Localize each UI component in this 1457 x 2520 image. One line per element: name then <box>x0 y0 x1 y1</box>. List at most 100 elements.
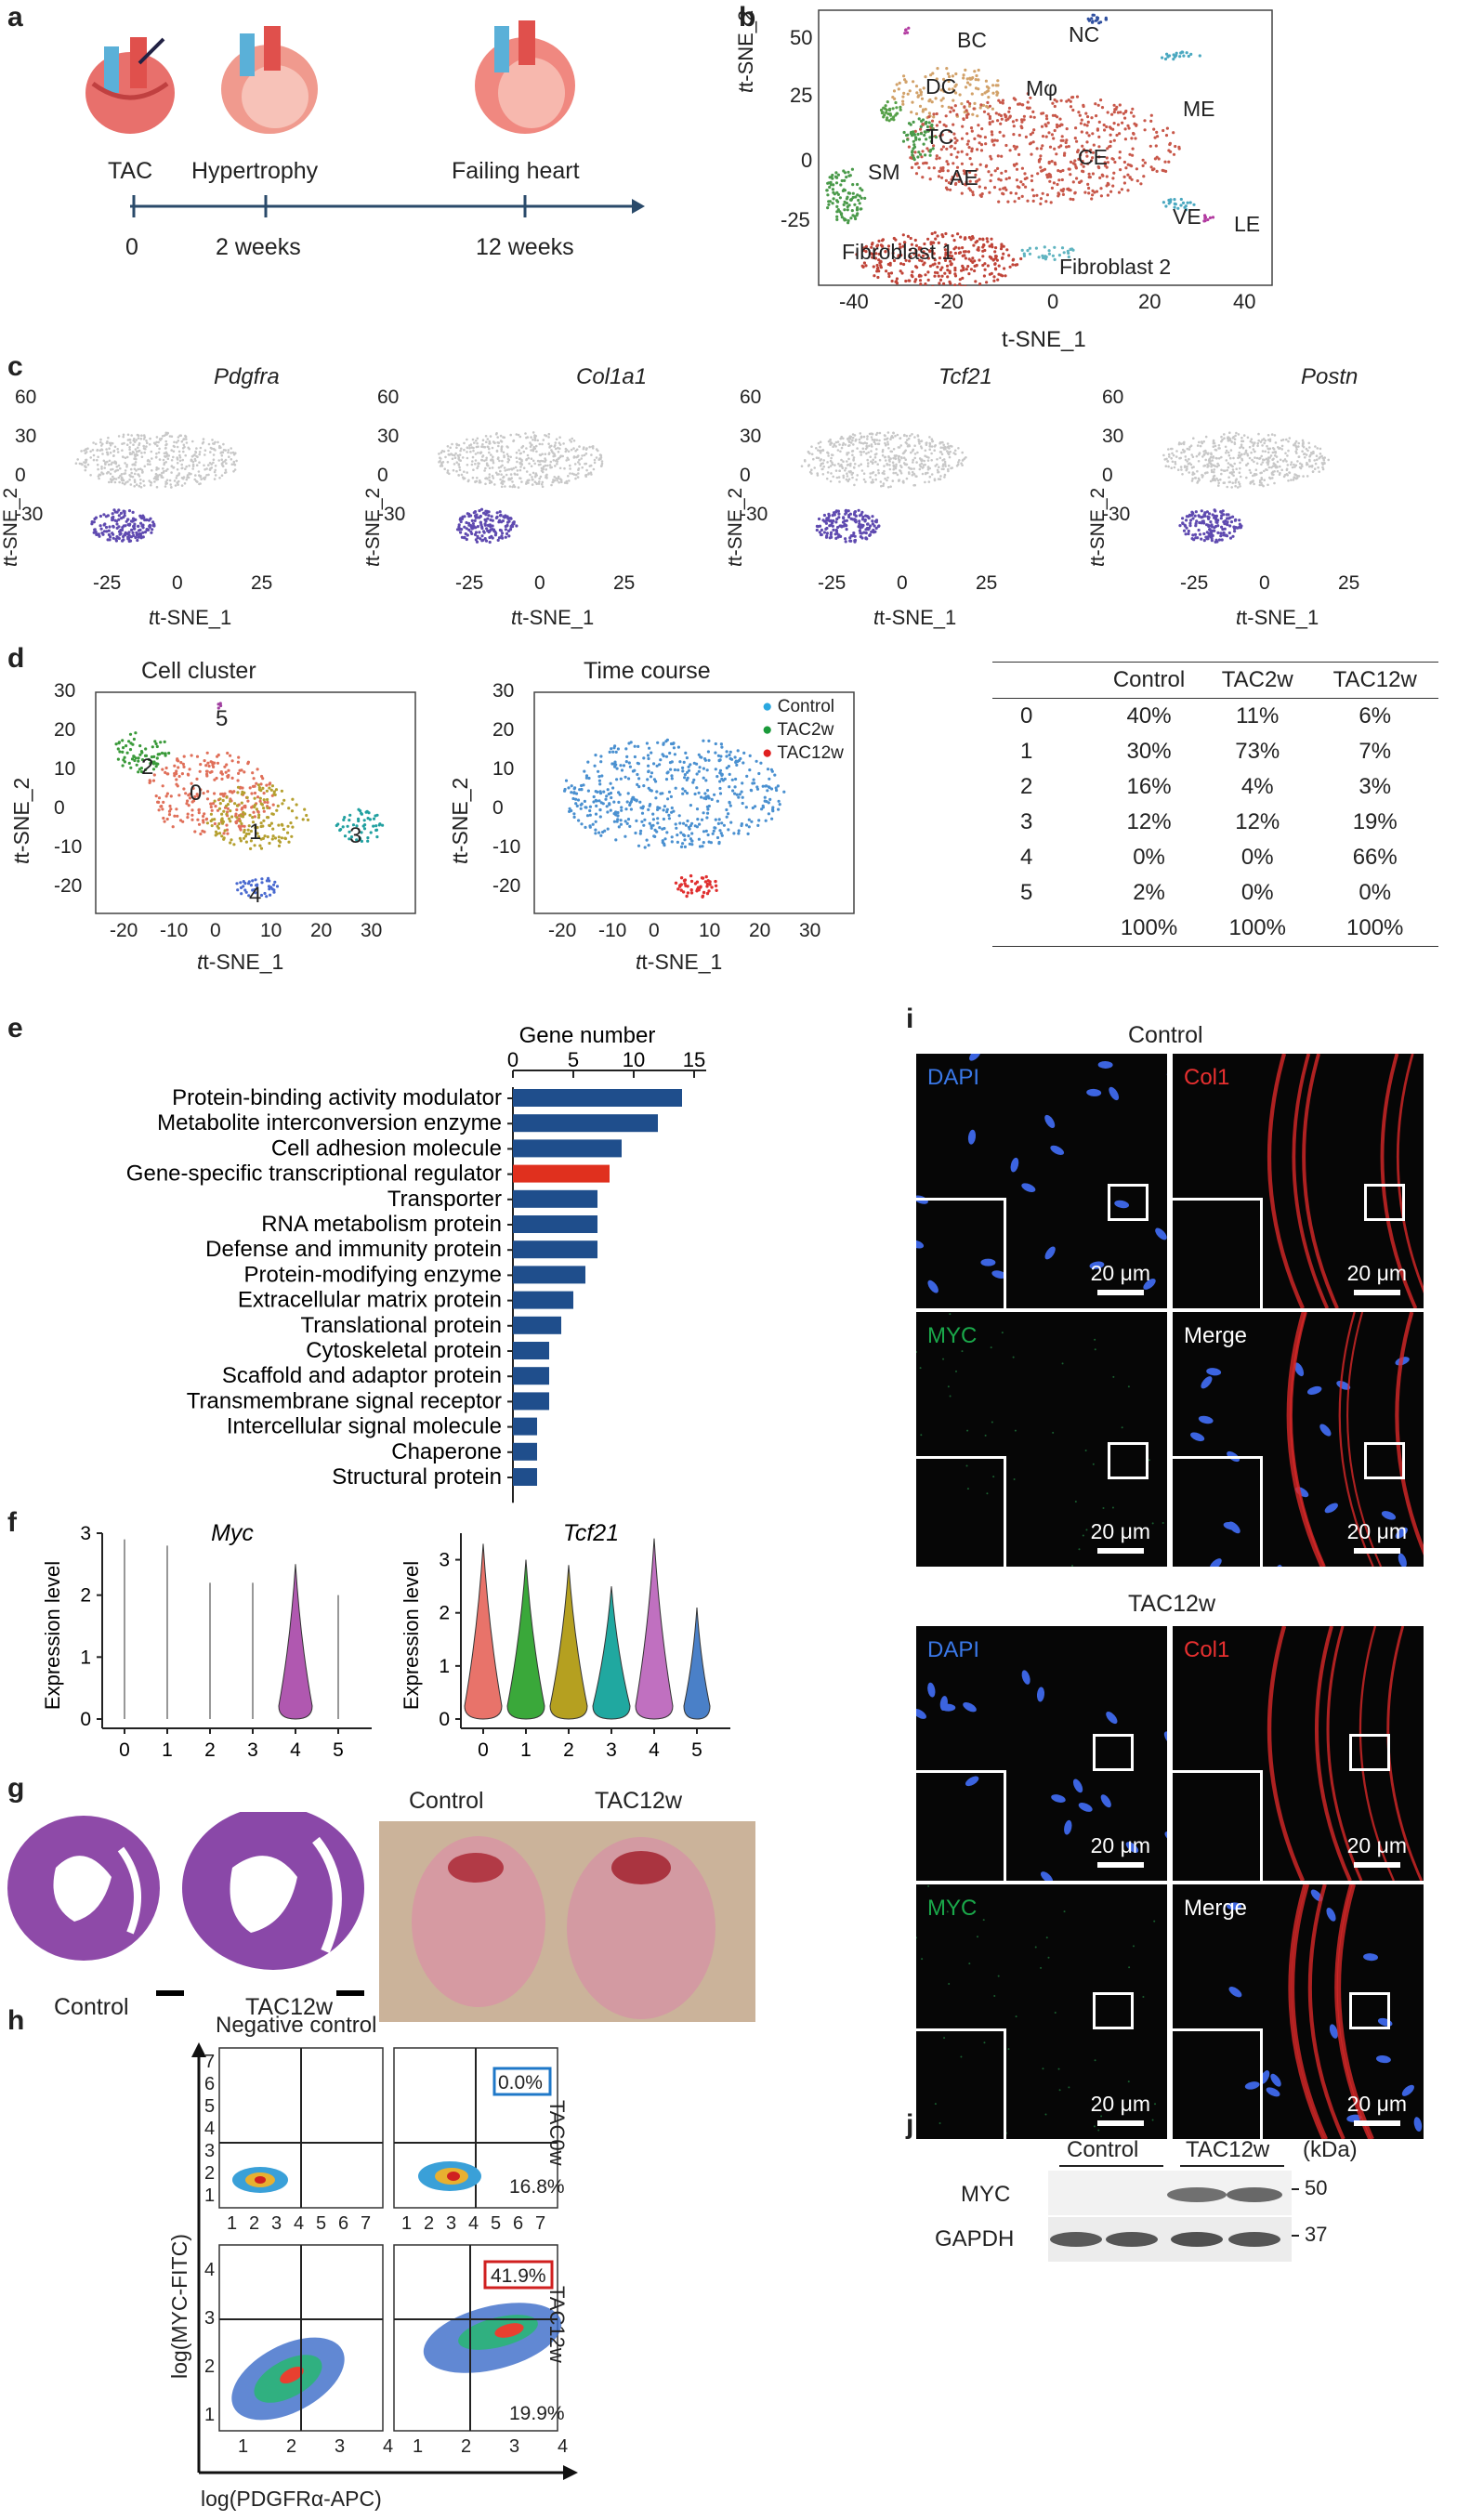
tsne-point <box>177 483 179 486</box>
tsne-point <box>899 269 902 273</box>
tsne-point <box>932 166 936 170</box>
tsne-point <box>676 745 680 749</box>
tsne-point <box>99 440 102 444</box>
tsne-point <box>124 456 127 460</box>
tsne-point <box>1128 164 1132 167</box>
tsne-point <box>240 824 244 828</box>
tsne-point <box>220 812 224 816</box>
tsne-point <box>926 466 930 468</box>
tsne-point <box>867 451 870 454</box>
tsne-point <box>515 451 518 454</box>
gene-xtick: 25 <box>1338 572 1360 594</box>
tsne-point <box>771 807 775 811</box>
tsne-point <box>1068 188 1071 192</box>
tsne-point <box>135 763 138 767</box>
tsne-point <box>500 473 503 476</box>
tsne-point <box>1015 145 1018 149</box>
tsne-point <box>1198 54 1201 58</box>
tsne-point <box>855 253 859 256</box>
tsne-point <box>514 466 518 469</box>
tsne-point <box>1262 484 1265 488</box>
tsne-point <box>131 451 135 453</box>
tsne-point <box>339 828 343 832</box>
tsne-point <box>205 751 209 755</box>
tsne-point-expressed <box>1194 536 1198 540</box>
tsne-point <box>122 433 125 437</box>
tsne-point <box>910 467 913 470</box>
tsne-point <box>281 802 284 806</box>
tsne-point <box>969 268 973 271</box>
tsne-point <box>1002 244 1005 248</box>
tsne-point <box>1073 159 1077 163</box>
tsne-point <box>1217 481 1220 485</box>
tsne-point <box>894 100 898 105</box>
tsne-point <box>287 807 291 810</box>
tsne-point <box>896 433 899 437</box>
tsne-point <box>213 470 217 474</box>
tsne-point <box>497 473 500 476</box>
tsne-point <box>506 460 509 464</box>
tsne-point-expressed <box>820 532 823 537</box>
tsne-point <box>624 747 628 751</box>
tsne-point <box>877 269 881 273</box>
tsne-point <box>939 278 943 282</box>
tsne-point <box>887 447 890 450</box>
tsne-point <box>898 479 901 481</box>
tsne-point <box>232 843 236 847</box>
tsne-point <box>851 183 855 187</box>
tsne-point <box>1257 439 1260 442</box>
tsne-point <box>842 203 846 206</box>
tsne-point <box>374 824 378 828</box>
tsne-point <box>698 845 702 848</box>
tsne-point-expressed <box>870 530 873 533</box>
tsne-point <box>1030 152 1033 156</box>
tsne-point <box>529 441 532 444</box>
tsne-point <box>1239 446 1241 450</box>
tsne-point <box>740 790 743 794</box>
tsne-point <box>945 188 950 191</box>
tsne-point <box>258 844 262 847</box>
tsne-point <box>178 453 181 457</box>
tsne-point <box>164 754 167 757</box>
tsne-point <box>952 452 955 454</box>
tsne-point <box>457 463 461 466</box>
cluster-label-sm: SM <box>868 160 900 184</box>
tsne-point <box>535 482 538 486</box>
tsne-point <box>1279 458 1282 462</box>
tsne-point <box>1053 98 1057 102</box>
tsne-point <box>210 769 214 774</box>
tsne-point <box>1273 434 1277 437</box>
tsne-point <box>256 768 259 771</box>
panel-label-a: a <box>7 2 23 33</box>
tsne-point <box>1074 166 1078 170</box>
panel-d-time-plot <box>533 691 855 914</box>
gene-xtick: -25 <box>93 572 122 594</box>
tsne-point-expressed <box>865 537 869 541</box>
tsne-point <box>547 452 551 454</box>
tsne-point <box>819 451 822 454</box>
tsne-point <box>243 824 246 828</box>
tsne-point <box>256 834 261 839</box>
tsne-point <box>952 132 956 136</box>
tsne-point <box>273 793 277 796</box>
tsne-point <box>516 469 519 472</box>
tsne-point <box>1012 163 1016 166</box>
gene-ytick: -30 <box>15 504 44 525</box>
tsne-point <box>1163 160 1167 164</box>
tsne-point <box>868 444 871 448</box>
tsne-point <box>1020 194 1024 198</box>
tsne-point <box>558 480 560 484</box>
tsne-point <box>1075 139 1079 143</box>
tsne-point <box>167 809 172 813</box>
tsne-point <box>220 777 224 781</box>
tsne-point <box>155 455 158 459</box>
tsne-point <box>546 464 549 467</box>
tsne-point <box>368 818 372 821</box>
tsne-point <box>965 268 968 271</box>
tsne-point <box>992 143 996 147</box>
tsne-point <box>874 442 877 445</box>
tsne-point <box>1032 115 1036 119</box>
tsne-point <box>902 262 906 267</box>
tsne-point <box>606 810 610 814</box>
tsne-point <box>509 433 512 437</box>
